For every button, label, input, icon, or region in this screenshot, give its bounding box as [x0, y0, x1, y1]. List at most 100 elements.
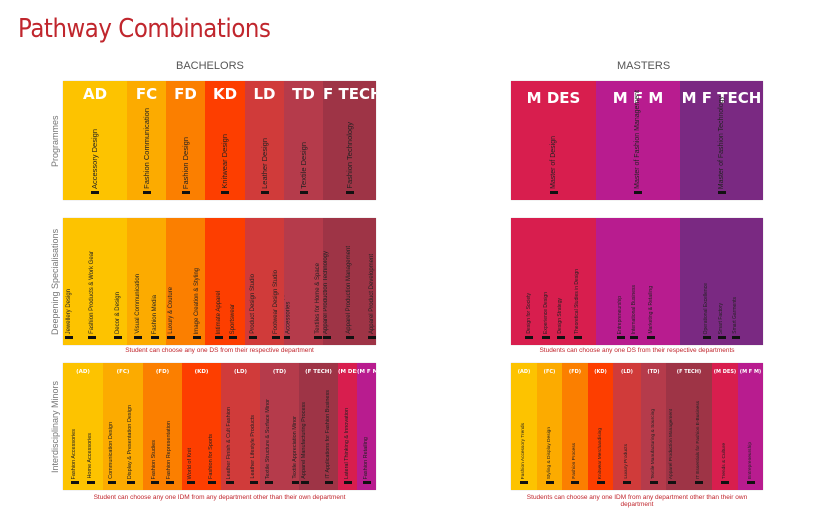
- column-td: TD Textile Design: [284, 81, 323, 200]
- column-code: (FC): [543, 369, 556, 375]
- bullet-marker: [166, 336, 175, 339]
- item-label: Footwear Design Studio: [272, 269, 279, 334]
- column-kd: KD Knitwear Design: [205, 81, 245, 200]
- bullet-marker: [126, 481, 135, 484]
- column-code: LD: [253, 85, 276, 103]
- list-item: Sportswear: [229, 303, 238, 339]
- list-item: Apparel Manufacturing Process: [299, 402, 314, 484]
- column-kd: (KD) World of Knit Fashion for Sports: [182, 363, 221, 490]
- bullet-marker: [549, 191, 558, 194]
- item-label: Apparel Production Technology: [323, 251, 330, 334]
- column-code: (FC): [116, 369, 130, 375]
- list-item: Home Accessories: [85, 433, 97, 484]
- list-item: IT Essentials for Fashion E-Business: [683, 401, 712, 484]
- bullet-marker: [64, 336, 73, 339]
- list-item: Leather Design: [257, 138, 273, 194]
- bullet-marker: [181, 191, 190, 194]
- bullet-marker: [215, 336, 223, 339]
- column-td: Textiles for Apparel & Fashion Accessori…: [284, 218, 323, 345]
- bullet-marker: [520, 481, 528, 484]
- list-item: Apparel Production Management: [666, 409, 679, 484]
- item-label: Sportswear: [230, 303, 237, 334]
- list-item: Marketing & Retailing: [643, 286, 659, 339]
- column-code: M F TECH: [681, 89, 762, 107]
- item-label: Fashion Accessory Trends: [521, 422, 527, 479]
- column-code: F TECH: [323, 85, 376, 103]
- column-code: AD: [82, 85, 108, 103]
- item-label: Knitwear Merchandising: [597, 427, 603, 479]
- list-item: Smart Factory: [716, 303, 727, 339]
- item-label: Fashion Design: [180, 136, 190, 189]
- column-ld: Product Design Studio Footwear Design Stu…: [245, 218, 284, 345]
- bullet-marker: [87, 336, 96, 339]
- list-item: Accessory Design: [87, 129, 103, 194]
- column-code: FC: [135, 85, 158, 103]
- column-code: (LD): [233, 369, 248, 375]
- bullet-marker: [134, 336, 143, 339]
- column-mfm: Entrepreneurship International Business Ma…: [596, 218, 680, 345]
- column-ld: (LD) Luxury Products: [613, 363, 641, 490]
- item-label: Textile Structure & Surface Minor: [264, 398, 271, 479]
- column-fc: (FC) Communication Design Display & Presen…: [103, 363, 143, 490]
- column-ftech: (F TECH) Apparel Manufacturing Process IT …: [299, 363, 338, 490]
- list-item: Textile Design: [296, 142, 312, 194]
- column-fc: FC Fashion Communication: [127, 81, 166, 200]
- list-item: Operational Excellence: [702, 283, 713, 339]
- bullet-marker: [746, 481, 755, 484]
- bullet-marker: [556, 336, 565, 339]
- column-ad: AD Accessory Design: [63, 81, 127, 200]
- bullet-marker: [142, 191, 151, 194]
- item-label: Jewellery Design: [65, 288, 72, 334]
- bullet-marker: [221, 191, 229, 194]
- item-label: Fashion Communication: [141, 108, 151, 189]
- item-label: Home Accessories: [86, 433, 93, 479]
- column-code: (F TECH): [676, 369, 702, 375]
- column-fd: (FD) Fashion Studies Fashion Representatio…: [143, 363, 182, 490]
- bullet-marker: [271, 336, 280, 339]
- bullet-marker: [362, 481, 371, 484]
- bullet-marker: [525, 336, 534, 339]
- list-item: Textile Appreciation Minor: [287, 416, 299, 484]
- column-mftech: M F TECH Master of Fashion Technology: [680, 81, 763, 200]
- list-item: Apparel Product Development: [363, 254, 376, 339]
- column-code: (KD): [194, 369, 209, 375]
- item-label: Smart Garments: [732, 297, 739, 334]
- bachelors-minors: (AD) Fashion Accessories Home Accessories(…: [63, 363, 376, 490]
- bullet-marker: [345, 191, 354, 194]
- bullet-marker: [717, 336, 726, 339]
- bachelors-programmes: AD Accessory Design FC Fashion Communicatio…: [63, 81, 376, 200]
- list-item: Decor & Design: [108, 292, 127, 339]
- bullet-marker: [667, 481, 676, 484]
- column-mftech: Operational Excellence Smart Factory Smart…: [680, 218, 763, 345]
- list-item: Textiles for Apparel & Fashion Accessori…: [284, 234, 298, 339]
- item-label: Textile Design: [298, 142, 308, 189]
- item-label: Fashion Media: [151, 294, 158, 334]
- column-fd: Luxury & Couture Image Creation & Styling: [166, 218, 205, 345]
- column-ld: (LD) Leather Finish & Cult Fashion Leather…: [221, 363, 260, 490]
- list-item: Image Creation & Styling: [184, 268, 205, 339]
- column-td: (TD) Textile Manufacturing & Sourcing: [641, 363, 666, 490]
- item-label: Leather Finish & Cult Fashion: [225, 406, 232, 479]
- item-label: Fashion Retailing: [362, 436, 369, 480]
- bullet-marker: [108, 481, 117, 484]
- item-label: Fashion Representation: [166, 420, 173, 479]
- column-code: (AD): [76, 369, 90, 375]
- column-mfm: M F M Master of Fashion Management: [596, 81, 680, 200]
- bullet-marker: [250, 481, 259, 484]
- list-item: Entrepreneurship: [746, 442, 755, 484]
- column-ld: LD Leather Design: [245, 81, 284, 200]
- list-item: Visual Communication: [132, 274, 145, 339]
- column-code: (FD): [568, 369, 582, 375]
- item-label: Display & Presentation Design: [126, 404, 133, 479]
- item-label: Apparel Manufacturing Process: [301, 402, 308, 479]
- column-mdes: Design for Society Experience Design Desig…: [511, 218, 596, 345]
- bullet-marker: [694, 481, 703, 484]
- list-item: Display & Presentation Design: [122, 405, 139, 484]
- bullet-marker: [300, 481, 309, 484]
- item-label: Design for Society: [525, 293, 532, 334]
- bullet-marker: [623, 481, 631, 484]
- masters-heading: MASTERS: [617, 60, 671, 72]
- column-code: FD: [174, 85, 197, 103]
- column-kd: Intimate Apparel Sportswear: [205, 218, 245, 345]
- bullet-marker: [630, 336, 639, 339]
